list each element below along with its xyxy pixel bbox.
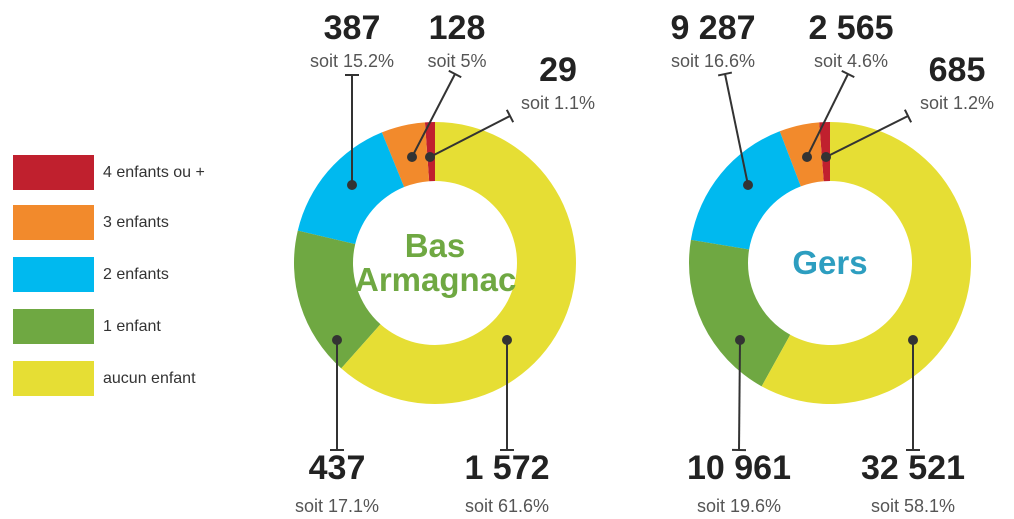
leader-tick (448, 69, 462, 79)
value-label: 387 (324, 9, 381, 47)
share-label: soit 4.6% (814, 51, 888, 71)
value-label: 2 565 (808, 9, 893, 47)
legend-label: 3 enfants (103, 214, 169, 231)
share-label: soit 5% (427, 51, 486, 71)
value-label: 32 521 (861, 449, 965, 487)
legend-label: 4 enfants ou + (103, 164, 205, 181)
share-label: soit 17.1% (295, 496, 379, 516)
leader-dot (347, 180, 357, 190)
share-label: soit 58.1% (871, 496, 955, 516)
donut-slice (690, 131, 801, 250)
leader-tick (903, 109, 913, 123)
legend-swatch (13, 205, 94, 240)
leader-dot (743, 180, 753, 190)
leader-dot (908, 335, 918, 345)
leader-dot (407, 152, 417, 162)
leader-line (429, 115, 511, 158)
leader-dot (802, 152, 812, 162)
donut-slice (341, 122, 576, 405)
value-label: 128 (429, 9, 486, 47)
donut-slice (424, 122, 435, 182)
leader-line (825, 115, 909, 158)
value-label: 685 (929, 51, 986, 89)
legend-swatch (13, 361, 94, 396)
value-label: 1 572 (464, 449, 549, 487)
donut-slice (819, 122, 830, 182)
value-label: 9 287 (670, 9, 755, 47)
donut-slice (779, 122, 824, 187)
donut-slice (294, 230, 381, 369)
leader-line (411, 73, 456, 158)
share-label: soit 16.6% (671, 51, 755, 71)
share-label: soit 61.6% (465, 496, 549, 516)
legend-label: 2 enfants (103, 266, 169, 283)
leader-dot (425, 152, 435, 162)
leader-line (806, 73, 849, 158)
value-label: 29 (539, 51, 577, 89)
donut-slice (689, 239, 791, 387)
leader-tick (505, 109, 515, 123)
legend-swatch (13, 155, 94, 190)
leader-line (738, 339, 741, 451)
leader-tick (717, 71, 733, 77)
value-label: 437 (309, 449, 366, 487)
leader-dot (735, 335, 745, 345)
value-label: 10 961 (687, 449, 791, 487)
leader-tick (841, 70, 855, 78)
legend-label: 1 enfant (103, 318, 161, 335)
legend-swatch (13, 309, 94, 344)
leader-line (724, 73, 749, 186)
legend-label: aucun enfant (103, 370, 196, 387)
leader-dot (502, 335, 512, 345)
leader-dot (332, 335, 342, 345)
share-label: soit 1.1% (521, 93, 595, 113)
donut-title: Gers (792, 244, 868, 281)
share-label: soit 19.6% (697, 496, 781, 516)
share-label: soit 1.2% (920, 93, 994, 113)
donut-slice (761, 122, 972, 404)
donut-slice (381, 122, 430, 188)
leader-dot (821, 152, 831, 162)
donut-title: Bas Armagnac (355, 227, 517, 298)
share-label: soit 15.2% (310, 51, 394, 71)
legend-swatch (13, 257, 94, 292)
